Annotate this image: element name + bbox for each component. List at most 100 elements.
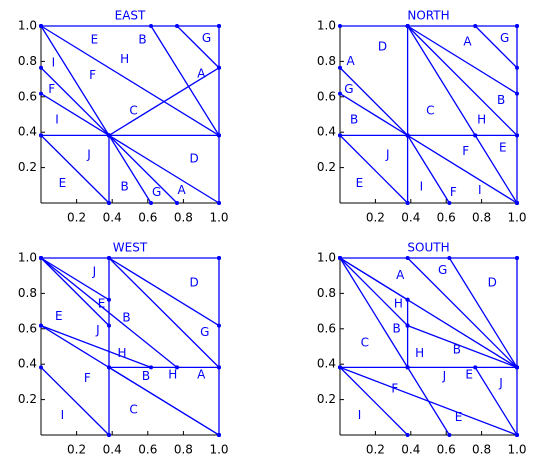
vertex [217,65,221,70]
vertex [405,256,410,260]
segment [108,257,220,327]
region-label: J [442,369,447,383]
vertex [405,201,410,205]
region-label: I [478,183,482,197]
x-tick-label: 0.8 [174,443,193,457]
segment [150,25,220,136]
x-tick-label: 0.8 [472,443,491,457]
x-tick-label: 1.0 [209,443,228,457]
region-label: C [129,403,137,417]
y-tick-label: 0.8 [317,54,336,68]
vertex [515,91,519,96]
region-label: A [347,54,356,68]
region-label: B [122,311,130,325]
y-tick-label: 0.2 [317,392,336,406]
segment [108,134,178,204]
region-label: D [378,40,387,54]
vertex [447,201,452,205]
x-tick-label: 0.8 [472,211,491,225]
region-label: F [84,371,91,385]
segment [40,257,178,368]
vertex [447,433,452,437]
vertex [515,201,519,205]
segment [108,67,220,136]
y-tick-label: 0.4 [317,357,336,371]
vertex [405,24,410,28]
segment [407,367,450,436]
vertex [106,433,111,437]
region-label: E [59,176,67,190]
region-label: E [356,176,364,190]
y-tick-label: 0.2 [18,160,37,174]
y-tick-label: 0.8 [18,286,37,300]
region-label: A [396,268,405,282]
region-label: G [202,31,211,45]
segment [407,25,476,136]
vertex [515,433,519,437]
y-tick-label: 0.4 [18,357,37,371]
y-tick-label: 0.2 [18,392,37,406]
region-label: G [500,31,509,45]
vertex [39,24,43,28]
region-label: I [61,408,65,422]
y-tick-label: 1.0 [317,19,336,33]
region-label: H [415,346,424,360]
vertex [217,323,221,328]
x-tick-label: 0.6 [138,443,157,457]
y-tick-label: 0.6 [18,321,37,335]
region-label: H [120,52,129,66]
vertex [515,365,519,370]
segment [407,135,450,204]
segment [339,257,409,327]
vertex [338,365,342,370]
region-label: F [89,68,96,82]
vertex [405,323,410,328]
segment [40,325,152,368]
segment [108,134,220,204]
segment [339,134,409,204]
vertex [515,65,519,70]
x-tick-label: 0.2 [67,443,86,457]
region-label: B [142,369,150,383]
segment [339,366,409,436]
segment [448,257,518,368]
vertex [405,433,410,437]
region-label: J [86,148,91,162]
vertex [106,133,111,138]
segment [474,367,518,436]
region-label: C [426,103,434,117]
region-label: B [121,180,129,194]
region-label: G [438,263,447,277]
vertex [473,133,478,138]
vertex [338,256,342,260]
region-label: H [117,346,126,360]
region-label: G [152,185,161,199]
y-tick-label: 0.8 [18,54,37,68]
region-label: B [453,343,461,357]
x-tick-label: 0.6 [437,211,456,225]
segment [40,25,110,136]
region-label: B [138,33,146,47]
x-tick-label: 0.4 [103,443,122,457]
region-label: D [488,275,497,289]
vertex [515,256,519,260]
y-tick-label: 0.6 [317,321,336,335]
y-tick-label: 0.6 [317,89,336,103]
region-label: F [462,144,469,158]
segment [40,25,220,136]
vertex [405,297,410,302]
region-label: B [350,112,358,126]
vertex [217,24,221,28]
vertex [106,201,111,205]
region-label: E [91,33,99,47]
vertex [447,256,452,260]
segment [339,257,518,368]
x-tick-label: 1.0 [507,443,526,457]
segment [407,134,518,204]
x-tick-label: 0.4 [401,211,420,225]
y-tick-label: 1.0 [18,19,37,33]
y-tick-label: 0.8 [317,286,336,300]
region-label: J [498,376,503,390]
panel-title: SOUTH [407,241,449,255]
vertex [473,24,478,28]
